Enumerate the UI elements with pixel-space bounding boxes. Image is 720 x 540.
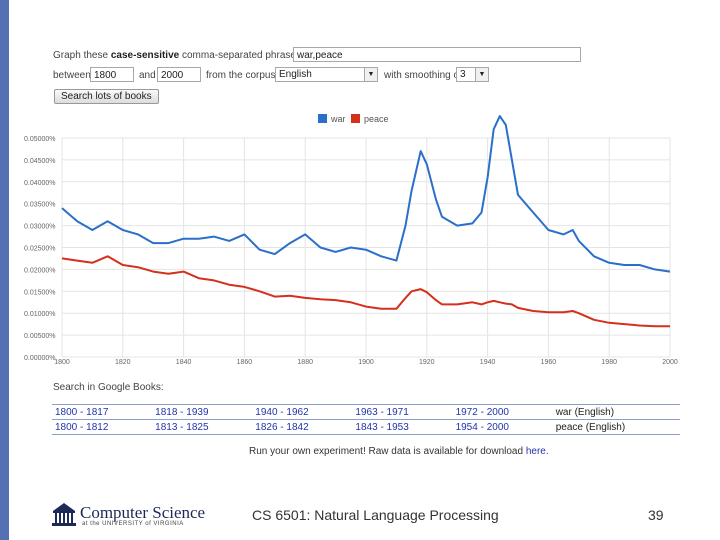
x-tick-label: 1960 bbox=[541, 359, 557, 366]
graph-prefix-text: Graph these bbox=[53, 50, 109, 61]
legend-label-peace: peace bbox=[364, 114, 389, 124]
corpus-select[interactable]: English ▼ bbox=[275, 67, 378, 82]
x-tick-label: 1940 bbox=[480, 359, 496, 366]
book-range-link[interactable]: 1843 - 1953 bbox=[352, 419, 453, 435]
corpus-label: from the corpus bbox=[206, 70, 276, 81]
logo-subtitle: at the UNIVERSITY of VIRGINIA bbox=[82, 521, 184, 527]
y-tick-label: 0.00000% bbox=[24, 355, 56, 362]
y-tick-label: 0.01500% bbox=[24, 289, 56, 296]
run-own-text: Run your own experiment! Raw data is ava… bbox=[249, 446, 524, 457]
dropdown-arrow-icon: ▼ bbox=[364, 68, 377, 81]
legend-item-peace: peace bbox=[351, 114, 389, 124]
legend-swatch-peace bbox=[351, 114, 360, 123]
book-range-link[interactable]: 1954 - 2000 bbox=[452, 419, 553, 435]
legend-item-war: war bbox=[318, 114, 346, 124]
x-tick-label: 1920 bbox=[419, 359, 435, 366]
graph-suffix-text: comma-separated phrases: bbox=[182, 50, 304, 61]
smoothing-select[interactable]: 3 ▼ bbox=[456, 67, 489, 82]
google-books-table: 1800 - 1817 1818 - 1939 1940 - 1962 1963… bbox=[52, 404, 680, 435]
smoothing-label: with smoothing of bbox=[384, 70, 462, 81]
book-term-label: peace (English) bbox=[552, 419, 680, 435]
book-range-link[interactable]: 1940 - 1962 bbox=[252, 404, 353, 420]
y-tick-label: 0.00500% bbox=[24, 333, 56, 340]
x-tick-label: 1880 bbox=[297, 359, 313, 366]
series-line-peace bbox=[61, 255, 670, 328]
smoothing-selected-value: 3 bbox=[460, 69, 466, 80]
phrases-input[interactable]: war,peace bbox=[293, 47, 581, 62]
x-tick-label: 1820 bbox=[115, 359, 131, 366]
y-tick-label: 0.05000% bbox=[24, 136, 56, 143]
page-number: 39 bbox=[648, 507, 664, 523]
book-range-link[interactable]: 1818 - 1939 bbox=[152, 404, 253, 420]
book-range-link[interactable]: 1800 - 1817 bbox=[52, 404, 153, 420]
y-tick-label: 0.03500% bbox=[24, 202, 56, 209]
x-tick-label: 1800 bbox=[54, 359, 70, 366]
between-label: between bbox=[53, 70, 91, 81]
x-tick-label: 1980 bbox=[601, 359, 617, 366]
dropdown-arrow-icon: ▼ bbox=[475, 68, 488, 81]
book-range-link[interactable]: 1826 - 1842 bbox=[252, 419, 353, 435]
google-books-label: Search in Google Books: bbox=[53, 382, 164, 393]
x-tick-label: 1860 bbox=[237, 359, 253, 366]
y-tick-label: 0.01000% bbox=[24, 311, 56, 318]
x-tick-label: 1900 bbox=[358, 359, 374, 366]
y-tick-label: 0.04500% bbox=[24, 158, 56, 165]
search-lots-of-books-button[interactable]: Search lots of books bbox=[54, 89, 159, 104]
y-tick-label: 0.03000% bbox=[24, 224, 56, 231]
y-tick-label: 0.02000% bbox=[24, 267, 56, 274]
slide-left-accent-bar bbox=[0, 0, 9, 540]
book-range-link[interactable]: 1800 - 1812 bbox=[52, 419, 153, 435]
table-row: 1800 - 1812 1813 - 1825 1826 - 1842 1843… bbox=[52, 419, 680, 435]
rotunda-logo-icon bbox=[52, 503, 76, 526]
graph-phrases-label: Graph these case-sensitive comma-separat… bbox=[53, 50, 304, 61]
table-row: 1800 - 1817 1818 - 1939 1940 - 1962 1963… bbox=[52, 404, 680, 420]
course-title: CS 6501: Natural Language Processing bbox=[252, 507, 499, 523]
legend-swatch-war bbox=[318, 114, 327, 123]
run-own-experiment-note: Run your own experiment! Raw data is ava… bbox=[249, 446, 549, 457]
download-here-link[interactable]: here bbox=[525, 446, 546, 457]
y-tick-label: 0.04000% bbox=[24, 180, 56, 187]
run-own-end: . bbox=[545, 446, 549, 457]
x-tick-label: 2000 bbox=[662, 359, 678, 366]
and-label: and bbox=[139, 70, 156, 81]
start-year-input[interactable]: 1800 bbox=[90, 67, 134, 82]
end-year-input[interactable]: 2000 bbox=[157, 67, 201, 82]
case-sensitive-text: case-sensitive bbox=[110, 50, 180, 61]
y-tick-label: 0.02500% bbox=[24, 246, 56, 253]
book-range-link[interactable]: 1813 - 1825 bbox=[152, 419, 253, 435]
series-line-war bbox=[61, 115, 671, 273]
logo-title: Computer Science bbox=[80, 503, 206, 522]
book-range-link[interactable]: 1963 - 1971 bbox=[352, 404, 453, 420]
corpus-selected-value: English bbox=[279, 69, 312, 80]
x-tick-label: 1840 bbox=[176, 359, 192, 366]
legend-label-war: war bbox=[331, 114, 346, 124]
book-term-label: war (English) bbox=[552, 404, 680, 420]
book-range-link[interactable]: 1972 - 2000 bbox=[452, 404, 553, 420]
